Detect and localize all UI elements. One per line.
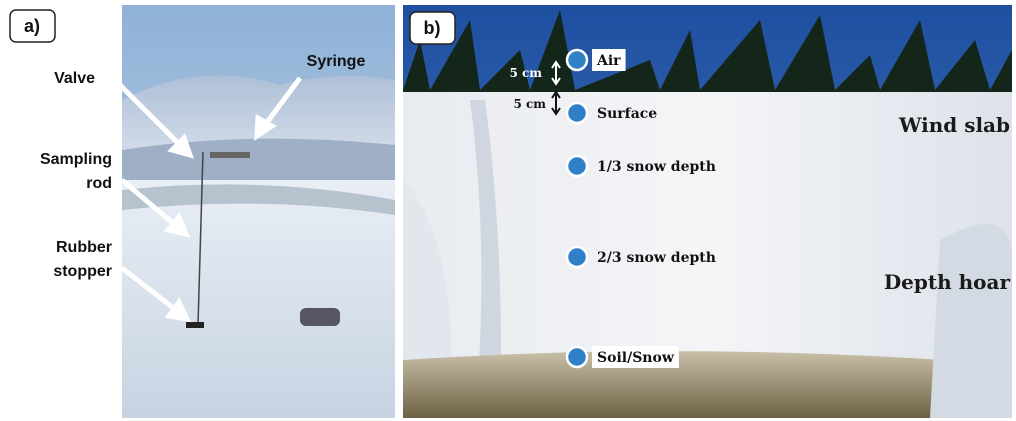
point-label: Surface (597, 106, 657, 122)
sampling-point (567, 156, 587, 176)
figure: a) b) Valve Syringe Sampling rod Rubber … (0, 0, 1016, 421)
point-label: 2/3 snow depth (597, 250, 716, 266)
photo-b (403, 5, 1012, 418)
annotation: Valve (54, 70, 95, 87)
scale-label: 5 cm (513, 97, 546, 111)
point-label: Soil/Snow (597, 350, 675, 366)
annotation: rod (86, 175, 112, 192)
sampling-point (567, 103, 587, 123)
annotation: Rubber (56, 239, 112, 256)
panel-label: a) (24, 16, 40, 36)
sampling-point (567, 247, 587, 267)
scale-label: 5 cm (509, 66, 542, 80)
point-label: 1/3 snow depth (597, 159, 716, 175)
layer-label: Wind slab (898, 113, 1010, 137)
annotation: stopper (53, 263, 112, 280)
sampling-point (567, 50, 587, 70)
layer-label: Depth hoar (884, 270, 1011, 294)
point-label: Air (596, 53, 621, 69)
annotation: Syringe (307, 53, 366, 70)
annotation: Sampling (40, 151, 112, 168)
panel-label: b) (424, 18, 441, 38)
sampling-point (567, 347, 587, 367)
